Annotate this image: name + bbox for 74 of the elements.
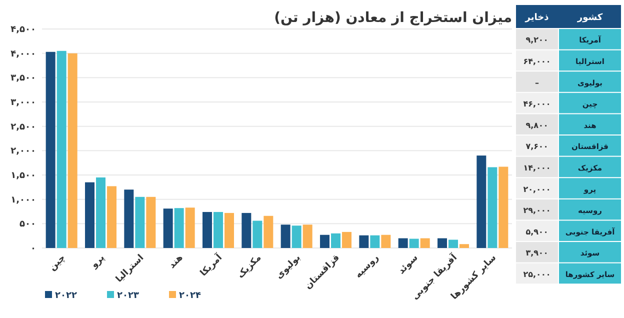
legend-label: ۲۰۲۲	[55, 291, 78, 301]
x-tick-label: سوئد	[396, 252, 420, 276]
x-tick-label: استرالیا	[114, 253, 146, 285]
bar	[488, 167, 498, 248]
bar	[56, 50, 66, 248]
y-tick-label: ۱,۰۰۰	[10, 195, 36, 206]
y-tick-label: ۲,۰۰۰	[10, 146, 36, 157]
bar	[124, 190, 134, 248]
bar	[242, 212, 252, 248]
bar	[381, 234, 391, 248]
bar	[302, 224, 312, 248]
bar	[342, 232, 352, 248]
bar	[438, 238, 447, 248]
text: ۹,۲۰۰	[526, 36, 548, 45]
text: ۷,۶۰۰	[526, 142, 548, 152]
y-tick-label: ۱,۵۰۰	[10, 171, 36, 181]
x-tick-label: هند	[167, 253, 186, 271]
y-tick-label: ۳,۰۰۰	[10, 98, 36, 108]
text: ۵,۹۰۰	[526, 227, 548, 236]
x-tick-label: آمریکا	[197, 250, 226, 279]
text: –	[535, 78, 539, 88]
bar	[498, 166, 508, 248]
bar	[146, 196, 156, 248]
text: ۳,۹۰۰	[526, 248, 548, 258]
bar	[224, 212, 234, 248]
bar	[359, 235, 369, 248]
bar	[460, 244, 469, 248]
x-tick-label: مکزیک	[236, 253, 264, 281]
x-tick-label: قزاقستان	[303, 252, 342, 292]
bar	[68, 53, 78, 248]
bar	[398, 238, 408, 248]
x-tick-label: پرو	[88, 253, 107, 272]
text: ۶۴,۰۰۰	[523, 56, 551, 66]
bar	[46, 52, 56, 248]
text: ۹,۸۰۰	[526, 120, 548, 130]
bar	[252, 220, 262, 248]
y-tick-label: ۳,۵۰۰	[10, 74, 36, 84]
category-label: ذخایر	[524, 13, 550, 23]
bar	[214, 212, 223, 248]
bar	[174, 208, 184, 248]
chart-title: میزان استخراج از معادن (هزار تن)	[274, 10, 512, 26]
text: ۲۰,۰۰۰	[523, 184, 551, 194]
bar	[96, 177, 106, 248]
bar	[202, 212, 212, 248]
bar	[264, 216, 274, 248]
text: کشور	[576, 13, 604, 23]
bar	[85, 182, 94, 248]
legend-label: ۲۰۲۴	[179, 291, 202, 301]
y-tick-label: ۲,۵۰۰	[10, 122, 36, 132]
bar	[280, 224, 290, 248]
y-tick-label: ۴,۵۰۰	[10, 25, 36, 35]
bar	[292, 226, 302, 248]
bar	[185, 208, 195, 248]
bar	[370, 235, 380, 248]
y-tick-label: ۴,۰۰۰	[10, 49, 36, 60]
bar	[420, 238, 430, 248]
x-tick-label: روسیه	[354, 253, 382, 280]
y-tick-label: ۵۰۰	[20, 220, 36, 230]
bar	[320, 234, 330, 248]
bar	[135, 196, 145, 248]
x-tick-label: بولیوی	[274, 253, 303, 282]
text: ۴۶,۰۰۰	[523, 100, 551, 109]
bar	[163, 208, 173, 248]
bar	[331, 233, 340, 248]
bar	[409, 238, 419, 248]
text: ۲۵,۰۰۰	[523, 270, 551, 279]
x-tick-label: چین	[48, 253, 68, 274]
bar	[476, 156, 486, 248]
text: ۱۴,۰۰۰	[523, 163, 551, 172]
legend-label: ۲۰۲۳	[117, 291, 140, 301]
text: ۲۹,۰۰۰	[523, 206, 551, 216]
bar	[448, 240, 458, 248]
y-tick-label: ۰	[30, 244, 36, 254]
bar	[107, 186, 116, 248]
